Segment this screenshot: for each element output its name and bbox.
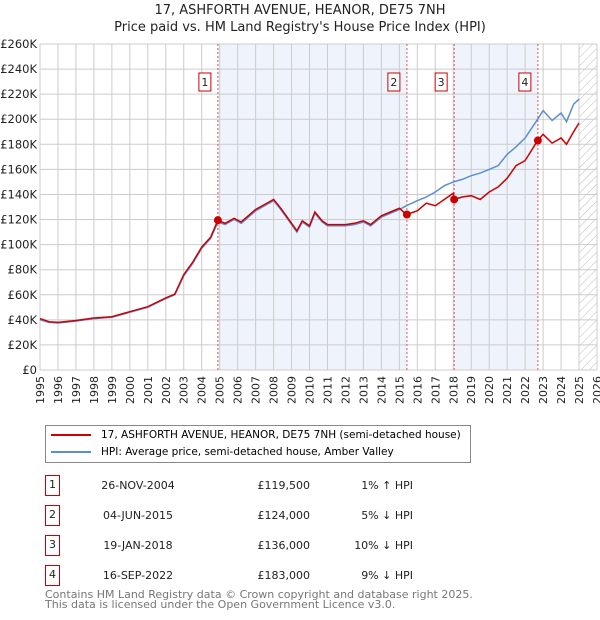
sales-row: 2 04-JUN-2015 £124,000 5% ↓ HPI	[45, 505, 445, 526]
sales-row: 4 16-SEP-2022 £183,000 9% ↓ HPI	[45, 565, 445, 586]
x-tick-label: 2001	[142, 376, 155, 404]
sale-hpi-diff: 1% ↑ HPI	[361, 479, 413, 492]
y-tick-label: £240K	[0, 62, 37, 76]
x-tick-label: 1996	[52, 376, 65, 404]
sale-point	[402, 210, 411, 219]
x-tick-label: 1997	[70, 376, 83, 404]
x-tick-label: 2011	[321, 376, 334, 404]
sale-marker-badge: 3	[45, 535, 60, 556]
y-tick-label: £200K	[0, 112, 37, 126]
x-tick-label: 2022	[519, 376, 532, 404]
sale-label-box	[518, 72, 532, 92]
sale-price: £124,000	[257, 509, 311, 522]
shaded-period	[217, 44, 407, 370]
sale-label-box	[387, 72, 401, 92]
legend-property-swatch	[51, 434, 91, 436]
shaded-period	[454, 44, 538, 370]
x-tick-label: 2018	[447, 376, 460, 404]
y-tick-label: £80K	[8, 263, 38, 277]
chart-subtitle: Price paid vs. HM Land Registry's House …	[114, 20, 486, 35]
sale-date: 16-SEP-2022	[102, 569, 174, 582]
x-tick-label: 2015	[393, 376, 406, 404]
y-tick-label: £180K	[0, 137, 37, 151]
y-tick-label: £40K	[8, 313, 38, 327]
sale-hpi-diff: 5% ↓ HPI	[361, 509, 413, 522]
price-chart: 1995 1996 1997 1998 1999 2000 2001 2002 2003 2004…	[0, 37, 600, 404]
x-tick-label: 2026	[591, 376, 600, 404]
sale-date: 04-JUN-2015	[102, 509, 174, 522]
footer-line1: Contains HM Land Registry data © Crown c…	[45, 588, 473, 601]
sales-row: 3 19-JAN-2018 £136,000 10% ↓ HPI	[45, 535, 445, 556]
sale-point	[213, 216, 222, 225]
x-tick-label: 2013	[357, 376, 370, 404]
sale-hpi-diff: 9% ↓ HPI	[361, 569, 413, 582]
sale-label: 1	[201, 76, 208, 89]
x-tick-label: 2008	[268, 376, 281, 404]
x-tick-label: 2020	[483, 376, 496, 404]
x-tick-label: 2023	[537, 376, 550, 404]
legend-property-label: 17, ASHFORTH AVENUE, HEANOR, DE75 7NH (s…	[101, 429, 461, 441]
sale-marker-badge: 4	[45, 565, 60, 586]
y-tick-label: £100K	[0, 238, 37, 252]
x-tick-label: 2019	[465, 376, 478, 404]
footer-line2: This data is licensed under the Open Gov…	[45, 598, 396, 611]
sale-label-box	[198, 72, 212, 92]
future-hatch	[579, 44, 597, 370]
x-tick-label: 2010	[304, 376, 317, 404]
sale-price: £119,500	[257, 479, 311, 492]
sale-label: 2	[390, 76, 397, 89]
y-tick-label: £160K	[0, 162, 37, 176]
footer: Contains HM Land Registry data © Crown c…	[45, 588, 473, 611]
x-tick-label: 2009	[286, 376, 299, 404]
sale-point	[450, 195, 459, 204]
x-tick-label: 2006	[232, 376, 245, 404]
y-tick-label: £120K	[0, 213, 37, 227]
y-tick-label: £140K	[0, 187, 37, 201]
y-tick-label: £220K	[0, 87, 37, 101]
sale-marker-badge: 2	[45, 505, 60, 526]
x-tick-label: 2016	[411, 376, 424, 404]
x-tick-label: 2002	[160, 376, 173, 404]
x-tick-label: 2025	[573, 376, 586, 404]
sale-marker-badge: 1	[45, 475, 60, 496]
x-tick-label: 1995	[34, 376, 47, 404]
x-tick-label: 2003	[178, 376, 191, 404]
x-tick-label: 2012	[339, 376, 352, 404]
legend: 17, ASHFORTH AVENUE, HEANOR, DE75 7NH (s…	[45, 425, 471, 463]
sale-point	[533, 136, 542, 145]
y-tick-label: £260K	[0, 37, 37, 51]
sale-date: 19-JAN-2018	[103, 539, 173, 552]
legend-hpi-swatch	[51, 451, 91, 453]
sale-date: 26-NOV-2004	[101, 479, 175, 492]
x-tick-label: 1999	[106, 376, 119, 404]
y-tick-label: £60K	[8, 288, 38, 302]
legend-hpi-label: HPI: Average price, semi-detached house,…	[101, 446, 394, 458]
x-tick-label: 1998	[88, 376, 101, 404]
sale-price: £136,000	[257, 539, 311, 552]
x-tick-label: 2021	[501, 376, 514, 404]
x-tick-label: 2024	[555, 376, 568, 404]
sale-label-box	[434, 72, 448, 92]
sales-row: 1 26-NOV-2004 £119,500 1% ↑ HPI	[45, 475, 445, 496]
chart-title: 17, ASHFORTH AVENUE, HEANOR, DE75 7NH	[154, 3, 446, 18]
x-tick-label: 2005	[214, 376, 227, 404]
sale-label: 4	[521, 76, 528, 89]
x-tick-label: 2017	[429, 376, 442, 404]
x-tick-label: 2007	[250, 376, 263, 404]
sale-price: £183,000	[257, 569, 311, 582]
x-tick-label: 2000	[124, 376, 137, 404]
y-tick-label: £20K	[8, 338, 38, 352]
x-tick-label: 2014	[375, 376, 388, 404]
sale-hpi-diff: 10% ↓ HPI	[354, 539, 413, 552]
x-tick-label: 2004	[196, 376, 209, 404]
y-tick-label: £0	[22, 363, 37, 377]
property-line	[39, 122, 580, 324]
sale-label: 3	[438, 76, 445, 89]
